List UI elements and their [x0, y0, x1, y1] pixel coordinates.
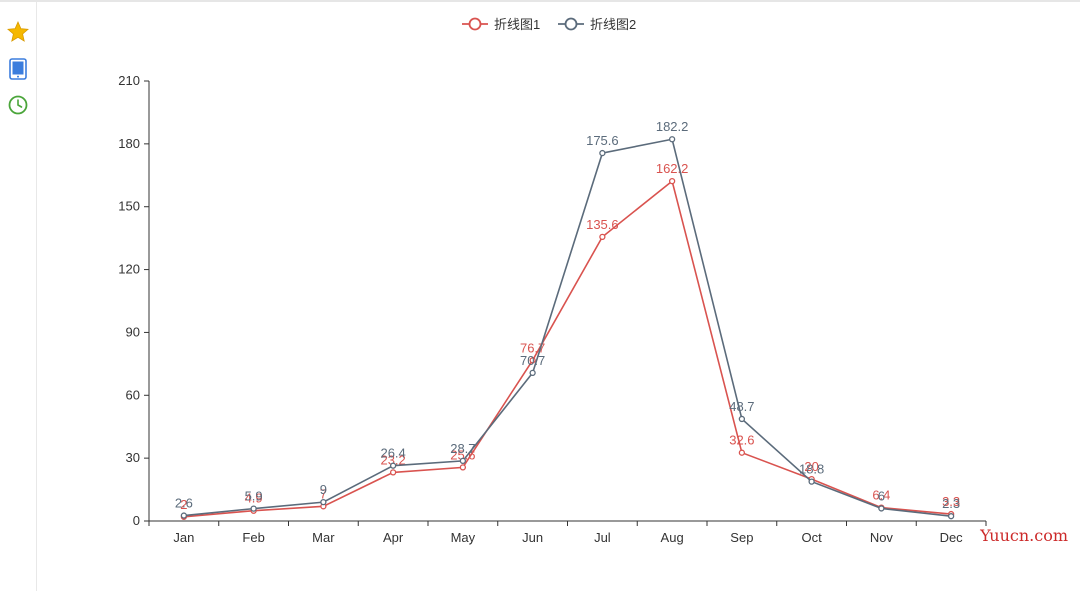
x-tick-label: Sep [730, 530, 753, 545]
data-label: 20 [804, 459, 818, 474]
data-label: 5.9 [245, 489, 263, 504]
data-point[interactable] [738, 415, 746, 423]
data-label: 6 [878, 488, 885, 503]
data-label: 6.4 [872, 488, 890, 503]
data-point[interactable] [459, 464, 467, 471]
x-tick-label: Dec [940, 530, 964, 545]
y-tick-label: 90 [126, 324, 140, 339]
data-label: 4.9 [245, 491, 263, 506]
data-point[interactable] [250, 505, 257, 512]
data-label: 162.2 [656, 161, 689, 176]
data-point[interactable] [459, 457, 467, 465]
data-point[interactable] [180, 512, 188, 519]
x-tick-label: Feb [242, 530, 264, 545]
data-label: 3.3 [942, 494, 960, 509]
x-tick-label: Mar [312, 530, 335, 545]
y-tick-label: 210 [118, 73, 140, 88]
top-border [0, 0, 1080, 2]
data-label: 182.2 [656, 119, 689, 134]
data-label: 2 [180, 497, 187, 512]
series-line-1 [183, 179, 952, 518]
data-label: 18.8 [799, 462, 824, 477]
data-point[interactable] [389, 462, 397, 469]
data-label: 70.7 [520, 353, 545, 368]
data-point[interactable] [529, 357, 536, 364]
tablet-icon[interactable] [6, 57, 30, 81]
data-point[interactable] [947, 513, 955, 520]
data-label: 7 [320, 486, 327, 501]
legend-swatch-marker[interactable] [468, 17, 482, 31]
star-icon[interactable] [6, 20, 30, 44]
y-tick-label: 180 [118, 136, 140, 151]
x-tick-label: Jul [594, 530, 611, 545]
data-label: 9 [320, 482, 327, 497]
chart-area: 0 30 60 90 120 150 180 210 Jan Feb Mar Apr May Jun Jul… [36, 2, 1080, 591]
x-tick-label: Nov [870, 530, 894, 545]
data-point[interactable] [878, 505, 885, 512]
data-label: 23.2 [380, 452, 405, 467]
line-chart: 0 30 60 90 120 150 180 210 Jan Feb Mar Apr May Jun Jul… [118, 17, 987, 545]
x-tick-label: Oct [802, 530, 823, 545]
data-point[interactable] [808, 478, 815, 485]
y-tick-label: 0 [133, 513, 140, 528]
data-label: 175.6 [586, 133, 619, 148]
data-label: 26.4 [380, 446, 405, 461]
data-label: 28.7 [450, 441, 475, 456]
legend-label[interactable]: 折线图1 [494, 17, 540, 32]
y-tick-label: 60 [126, 387, 140, 402]
watermark-text: Yuucn.com [980, 526, 1068, 545]
data-point[interactable] [599, 233, 606, 241]
y-tick-label: 30 [126, 450, 140, 465]
y-tick-label: 120 [118, 262, 140, 277]
data-label: 48.7 [729, 399, 754, 414]
series-line-2 [183, 138, 952, 517]
x-tick-label: Apr [383, 530, 404, 545]
x-tick-label: Jan [173, 530, 194, 545]
data-point[interactable] [668, 178, 676, 185]
data-label: 25.6 [450, 447, 475, 462]
data-point[interactable] [599, 149, 606, 157]
data-label: 2.3 [942, 496, 960, 511]
x-tick-label: Jun [522, 530, 543, 545]
legend-swatch-marker[interactable] [564, 17, 578, 31]
y-tick-label: 150 [118, 199, 140, 214]
toolbox-sidebar [0, 2, 37, 591]
data-label: 32.6 [729, 433, 754, 448]
data-point[interactable] [389, 469, 397, 476]
data-point[interactable] [529, 369, 536, 377]
data-point[interactable] [738, 449, 746, 456]
legend-label[interactable]: 折线图2 [590, 17, 636, 32]
data-label: 2.6 [175, 496, 193, 511]
x-tick-label: May [451, 530, 476, 545]
data-point[interactable] [320, 498, 327, 506]
data-point[interactable] [668, 136, 676, 143]
clock-icon[interactable] [6, 93, 30, 117]
x-tick-label: Aug [661, 530, 684, 545]
data-label: 135.6 [586, 217, 619, 232]
